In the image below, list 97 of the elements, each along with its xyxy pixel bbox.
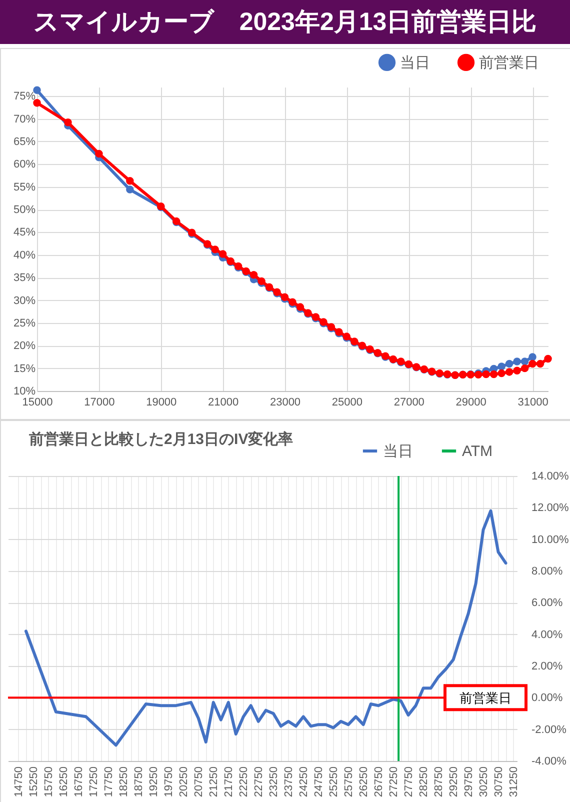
x-tick-label: 18250: [118, 766, 130, 798]
point: [33, 99, 41, 107]
x-tick-label: 23250: [268, 766, 280, 798]
x-tick-label: 29750: [462, 766, 475, 798]
y-tick-label: 55%: [13, 181, 36, 194]
y-tick-label: 12.00%: [532, 502, 570, 514]
x-tick-label: 19750: [162, 766, 175, 798]
x-tick-label: 25000: [332, 396, 362, 408]
x-tick-label: 15750: [42, 766, 55, 798]
point: [520, 358, 529, 366]
x-tick-label: 16250: [58, 766, 70, 798]
point: [95, 150, 103, 158]
y-tick-label: 10%: [13, 386, 36, 398]
x-tick-label: 14750: [12, 766, 25, 798]
x-tick-label: 23750: [282, 766, 295, 798]
y-tick-label: 30%: [13, 294, 36, 307]
x-tick-label: 18750: [132, 766, 145, 798]
point: [520, 364, 529, 372]
point: [498, 369, 506, 378]
legend-label: ATM: [462, 443, 493, 460]
x-tick-label: 17250: [88, 766, 100, 798]
x-tick-label: 19250: [148, 766, 160, 798]
x-tick-label: 27750: [402, 766, 415, 798]
point: [528, 353, 536, 361]
y-tick-label: -4.00%: [532, 756, 567, 768]
x-tick-label: 23000: [270, 396, 301, 408]
x-tick-label: 24750: [312, 766, 325, 798]
x-tick-label: 26750: [372, 766, 385, 798]
x-tick-label: 31250: [508, 766, 520, 798]
x-tick-label: 16750: [72, 766, 85, 798]
point: [498, 362, 506, 370]
x-tick-label: 15250: [28, 766, 40, 798]
y-tick-label: 15%: [13, 362, 36, 375]
point: [250, 270, 258, 279]
point: [513, 366, 521, 374]
y-tick-label: 40%: [13, 249, 36, 262]
y-tick-label: 50%: [13, 204, 36, 216]
legend-label: 前営業日: [479, 54, 539, 72]
point: [505, 360, 514, 368]
point: [482, 370, 490, 378]
line-series: [24, 509, 508, 747]
y-tick-label: 60%: [13, 158, 36, 171]
y-tick-label: 35%: [13, 272, 36, 284]
x-tick-label: 27250: [388, 766, 400, 798]
legend-label: 当日: [400, 54, 430, 72]
x-tick-label: 27000: [394, 396, 424, 408]
x-tick-label: 20750: [192, 766, 205, 798]
x-tick-label: 25750: [342, 766, 355, 798]
point: [536, 360, 544, 368]
y-tick-label: 6.00%: [532, 597, 563, 610]
legend-label: 当日: [383, 443, 413, 460]
x-tick-label: 22250: [238, 766, 250, 798]
point: [528, 360, 536, 368]
x-tick-label: 28250: [418, 766, 430, 798]
point: [211, 246, 219, 254]
y-tick-label: 65%: [13, 136, 36, 148]
y-tick-label: 10.00%: [532, 534, 570, 546]
x-tick-label: 29250: [448, 766, 460, 798]
point: [513, 358, 521, 366]
chart-title: 前営業日と比較した2月13日のIV変化率: [29, 430, 294, 449]
x-tick-label: 21250: [208, 766, 220, 798]
y-tick-label: 14.00%: [532, 470, 570, 482]
y-tick-label: -2.00%: [532, 724, 567, 736]
y-tick-label: 2.00%: [532, 660, 563, 672]
x-tick-label: 30750: [492, 766, 505, 798]
x-tick-label: 30250: [478, 766, 490, 798]
y-tick-label: 70%: [13, 113, 36, 126]
x-tick-label: 26250: [358, 766, 370, 798]
x-tick-label: 17750: [102, 766, 115, 798]
x-tick-label: 29000: [456, 396, 486, 408]
point: [505, 368, 514, 376]
y-tick-label: 75%: [13, 90, 36, 103]
x-tick-label: 28750: [432, 766, 445, 798]
x-tick-label: 31000: [518, 396, 548, 408]
x-tick-label: 21750: [222, 766, 235, 798]
y-tick-label: 25%: [13, 317, 36, 330]
point: [126, 177, 134, 185]
point: [126, 186, 134, 194]
y-tick-label: 20%: [13, 340, 36, 352]
x-tick-label: 15000: [22, 396, 53, 408]
x-tick-label: 19000: [146, 396, 177, 408]
x-tick-label: 17000: [84, 396, 115, 408]
chart-title: スマイルカーブ 2023年2月13日前営業日比: [0, 0, 570, 44]
y-tick-label: 0.00%: [532, 692, 563, 704]
point: [544, 354, 552, 363]
ref-line-label: 前営業日: [460, 690, 512, 706]
y-tick-label: 4.00%: [532, 628, 563, 641]
x-tick-label: 21000: [208, 396, 239, 408]
point: [218, 250, 227, 258]
y-tick-label: 45%: [13, 226, 36, 239]
point: [490, 370, 498, 378]
point: [64, 118, 72, 126]
x-tick-label: 25250: [328, 766, 340, 798]
x-tick-label: 20250: [178, 766, 190, 798]
y-tick-label: 8.00%: [532, 566, 563, 578]
x-tick-label: 22750: [252, 766, 265, 798]
x-tick-label: 24250: [298, 766, 310, 798]
